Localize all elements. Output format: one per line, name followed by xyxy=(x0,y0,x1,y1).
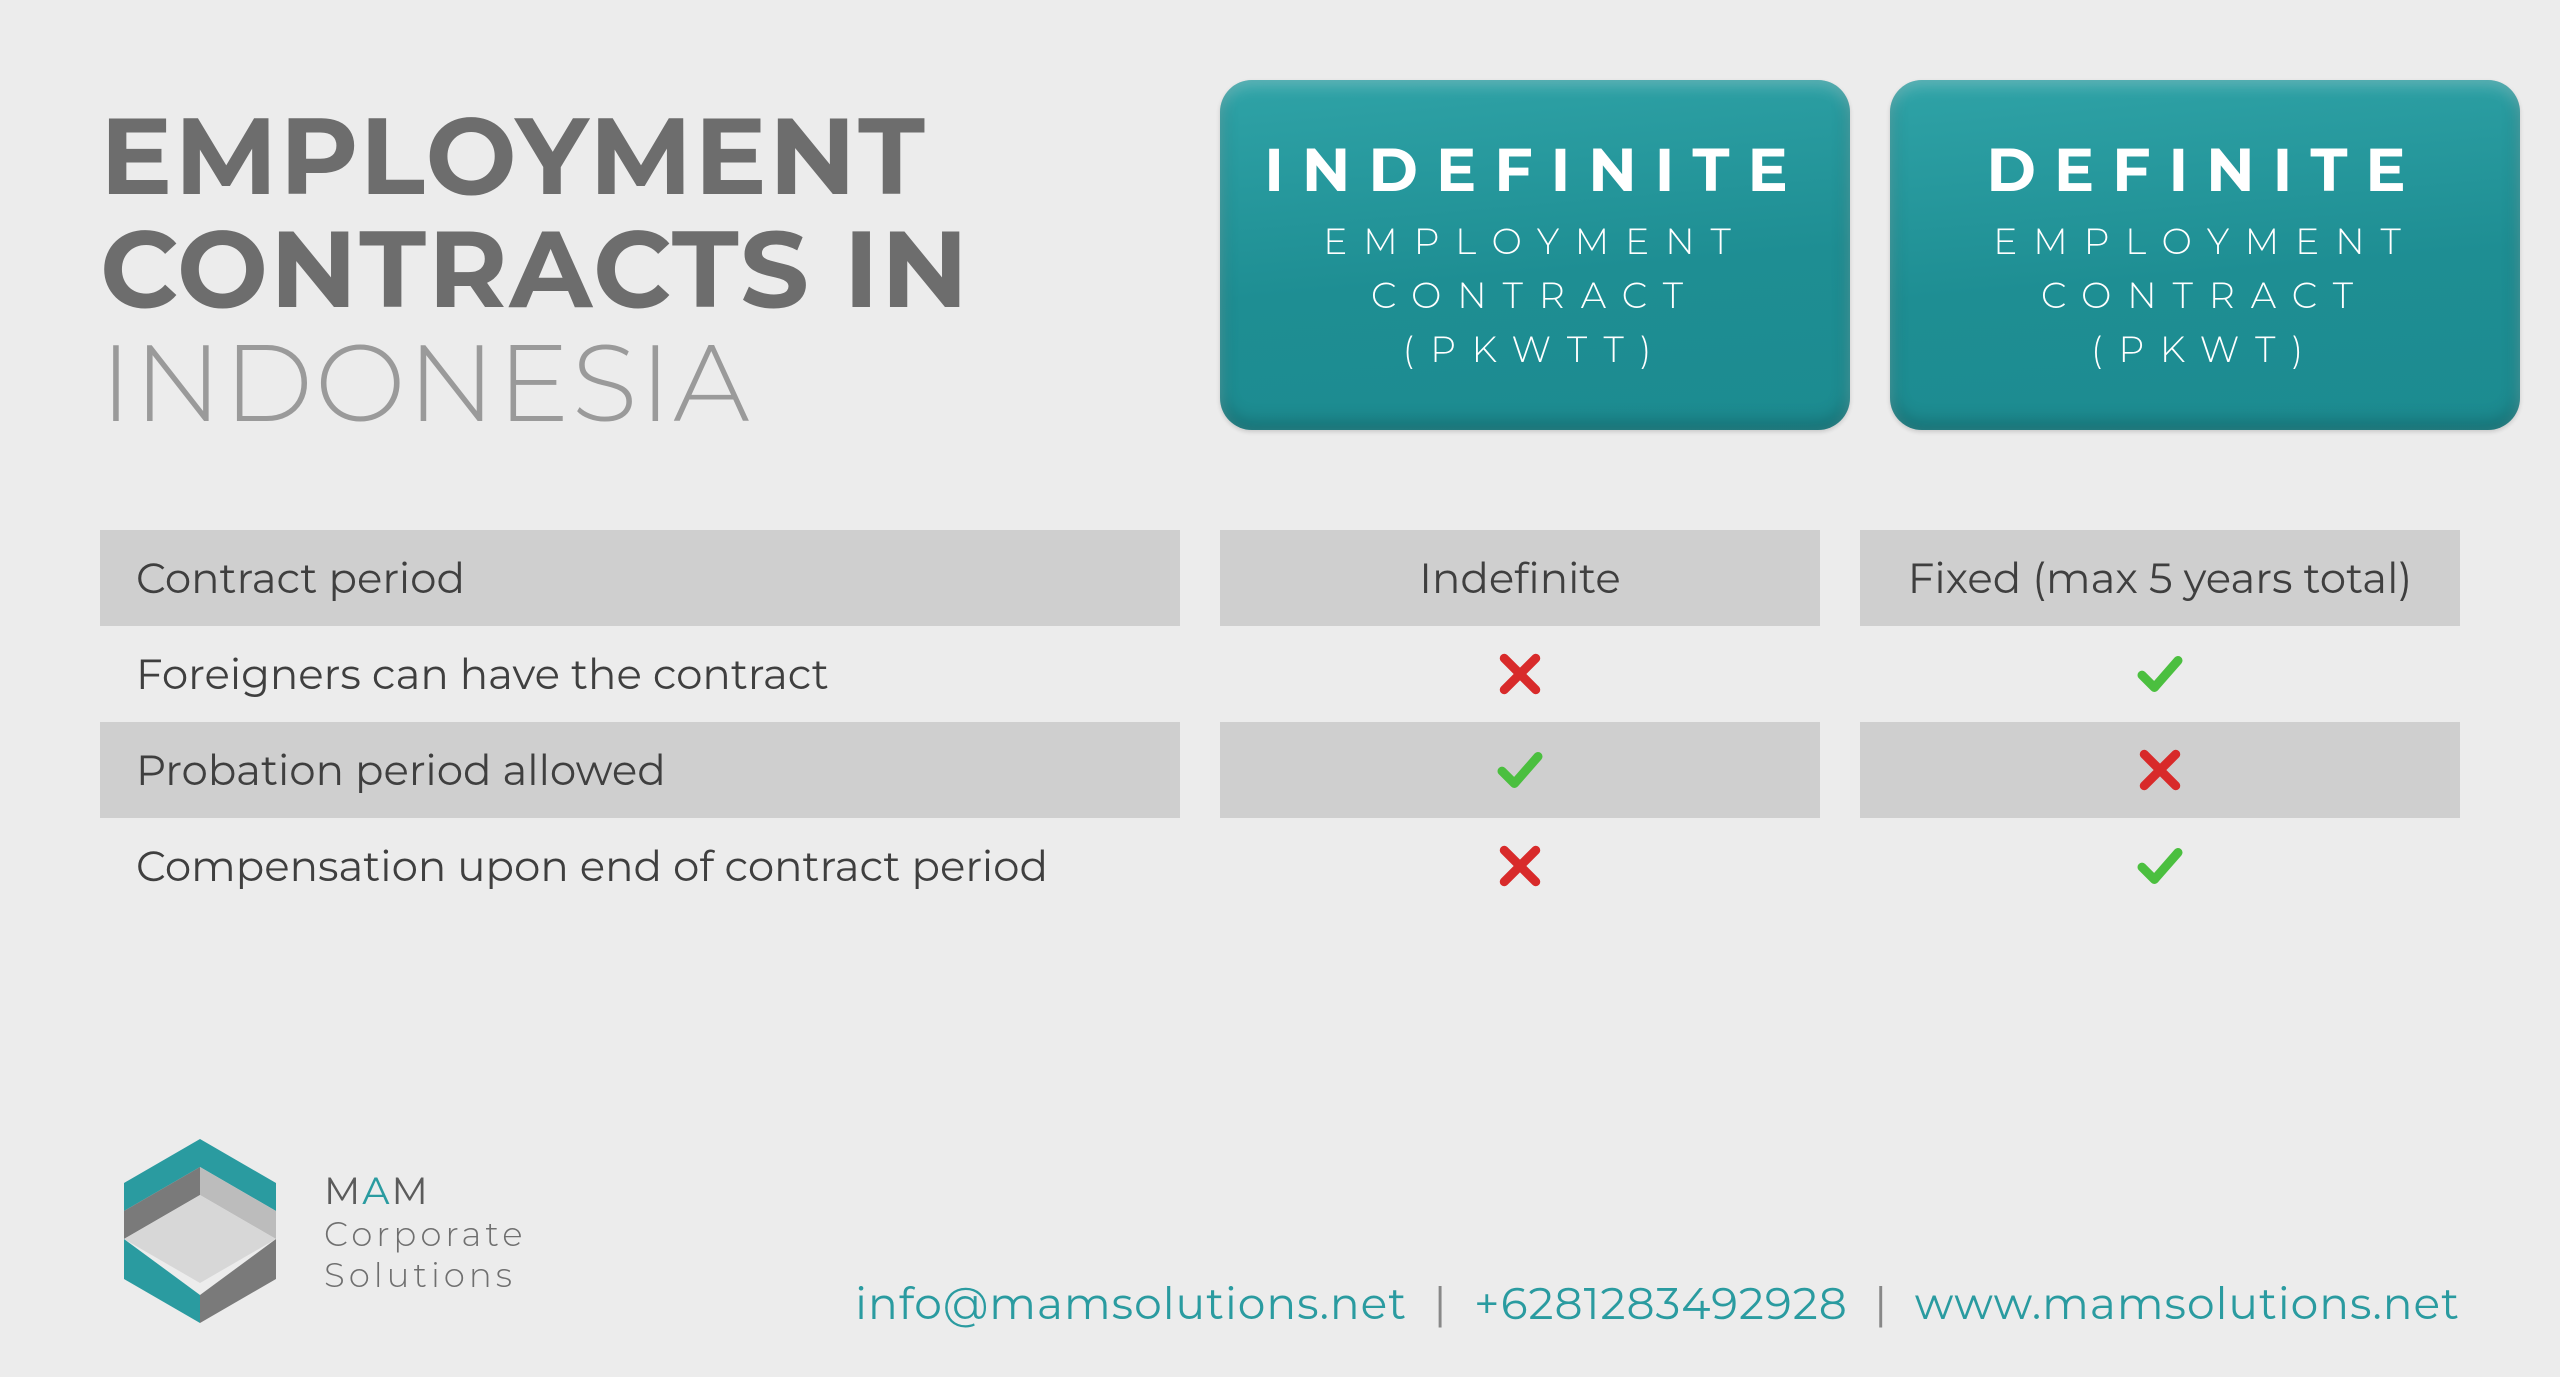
logo: MAM Corporate Solutions xyxy=(100,1131,527,1331)
logo-text: MAM Corporate Solutions xyxy=(324,1167,527,1296)
table-row: Foreigners can have the contract xyxy=(100,626,2460,722)
row-label: Contract period xyxy=(100,530,1180,626)
cell-definite xyxy=(1860,722,2460,818)
comparison-table: Contract period Indefinite Fixed (max 5 ye… xyxy=(100,530,2460,914)
title-line-1: EMPLOYMENT xyxy=(100,100,1180,213)
cell-definite: Fixed (max 5 years total) xyxy=(1860,530,2460,626)
check-icon xyxy=(2133,647,2187,701)
contact-email: info@mamsolutions.net xyxy=(855,1277,1407,1331)
header-row: EMPLOYMENT CONTRACTS IN INDONESIA INDEFI… xyxy=(100,80,2460,440)
card-definite-sub3: (PKWT) xyxy=(1910,323,2500,377)
check-icon xyxy=(2133,839,2187,893)
contact-web: www.mamsolutions.net xyxy=(1915,1277,2460,1331)
card-indefinite-main: INDEFINITE xyxy=(1240,134,1830,207)
row-label: Compensation upon end of contract period xyxy=(100,818,1180,914)
table-row: Compensation upon end of contract period xyxy=(100,818,2460,914)
card-definite-main: DEFINITE xyxy=(1910,134,2500,207)
check-icon xyxy=(1493,743,1547,797)
logo-brand: MAM xyxy=(324,1167,527,1214)
row-label: Foreigners can have the contract xyxy=(100,626,1180,722)
cell-indefinite: Indefinite xyxy=(1220,530,1820,626)
cell-definite xyxy=(1860,626,2460,722)
table-row: Contract period Indefinite Fixed (max 5 ye… xyxy=(100,530,2460,626)
card-definite-sub2: CONTRACT xyxy=(1910,269,2500,323)
cell-indefinite xyxy=(1220,626,1820,722)
column-header-cards: INDEFINITE EMPLOYMENT CONTRACT (PKWTT) D… xyxy=(1220,80,2520,430)
table-row: Probation period allowed xyxy=(100,722,2460,818)
card-definite: DEFINITE EMPLOYMENT CONTRACT (PKWT) xyxy=(1890,80,2520,430)
card-indefinite: INDEFINITE EMPLOYMENT CONTRACT (PKWTT) xyxy=(1220,80,1850,430)
contact-phone: +6281283492928 xyxy=(1474,1277,1848,1331)
separator: | xyxy=(1874,1277,1888,1331)
card-indefinite-sub3: (PKWTT) xyxy=(1240,323,1830,377)
separator: | xyxy=(1434,1277,1448,1331)
footer: MAM Corporate Solutions info@mamsolution… xyxy=(100,1131,2460,1331)
logo-sub1: Corporate xyxy=(324,1214,527,1255)
logo-icon xyxy=(100,1131,300,1331)
title-line-3: INDONESIA xyxy=(100,327,1180,440)
cell-definite xyxy=(1860,818,2460,914)
contact-line: info@mamsolutions.net | +6281283492928 |… xyxy=(855,1277,2460,1331)
card-indefinite-sub1: EMPLOYMENT xyxy=(1240,215,1830,269)
cell-indefinite xyxy=(1220,722,1820,818)
cell-indefinite xyxy=(1220,818,1820,914)
card-indefinite-sub2: CONTRACT xyxy=(1240,269,1830,323)
title-line-2: CONTRACTS IN xyxy=(100,213,1180,326)
cross-icon xyxy=(1493,647,1547,701)
title-block: EMPLOYMENT CONTRACTS IN INDONESIA xyxy=(100,80,1180,440)
row-label: Probation period allowed xyxy=(100,722,1180,818)
infographic-canvas: EMPLOYMENT CONTRACTS IN INDONESIA INDEFI… xyxy=(0,0,2560,1377)
cross-icon xyxy=(2133,743,2187,797)
cross-icon xyxy=(1493,839,1547,893)
card-definite-sub1: EMPLOYMENT xyxy=(1910,215,2500,269)
logo-sub2: Solutions xyxy=(324,1255,527,1296)
